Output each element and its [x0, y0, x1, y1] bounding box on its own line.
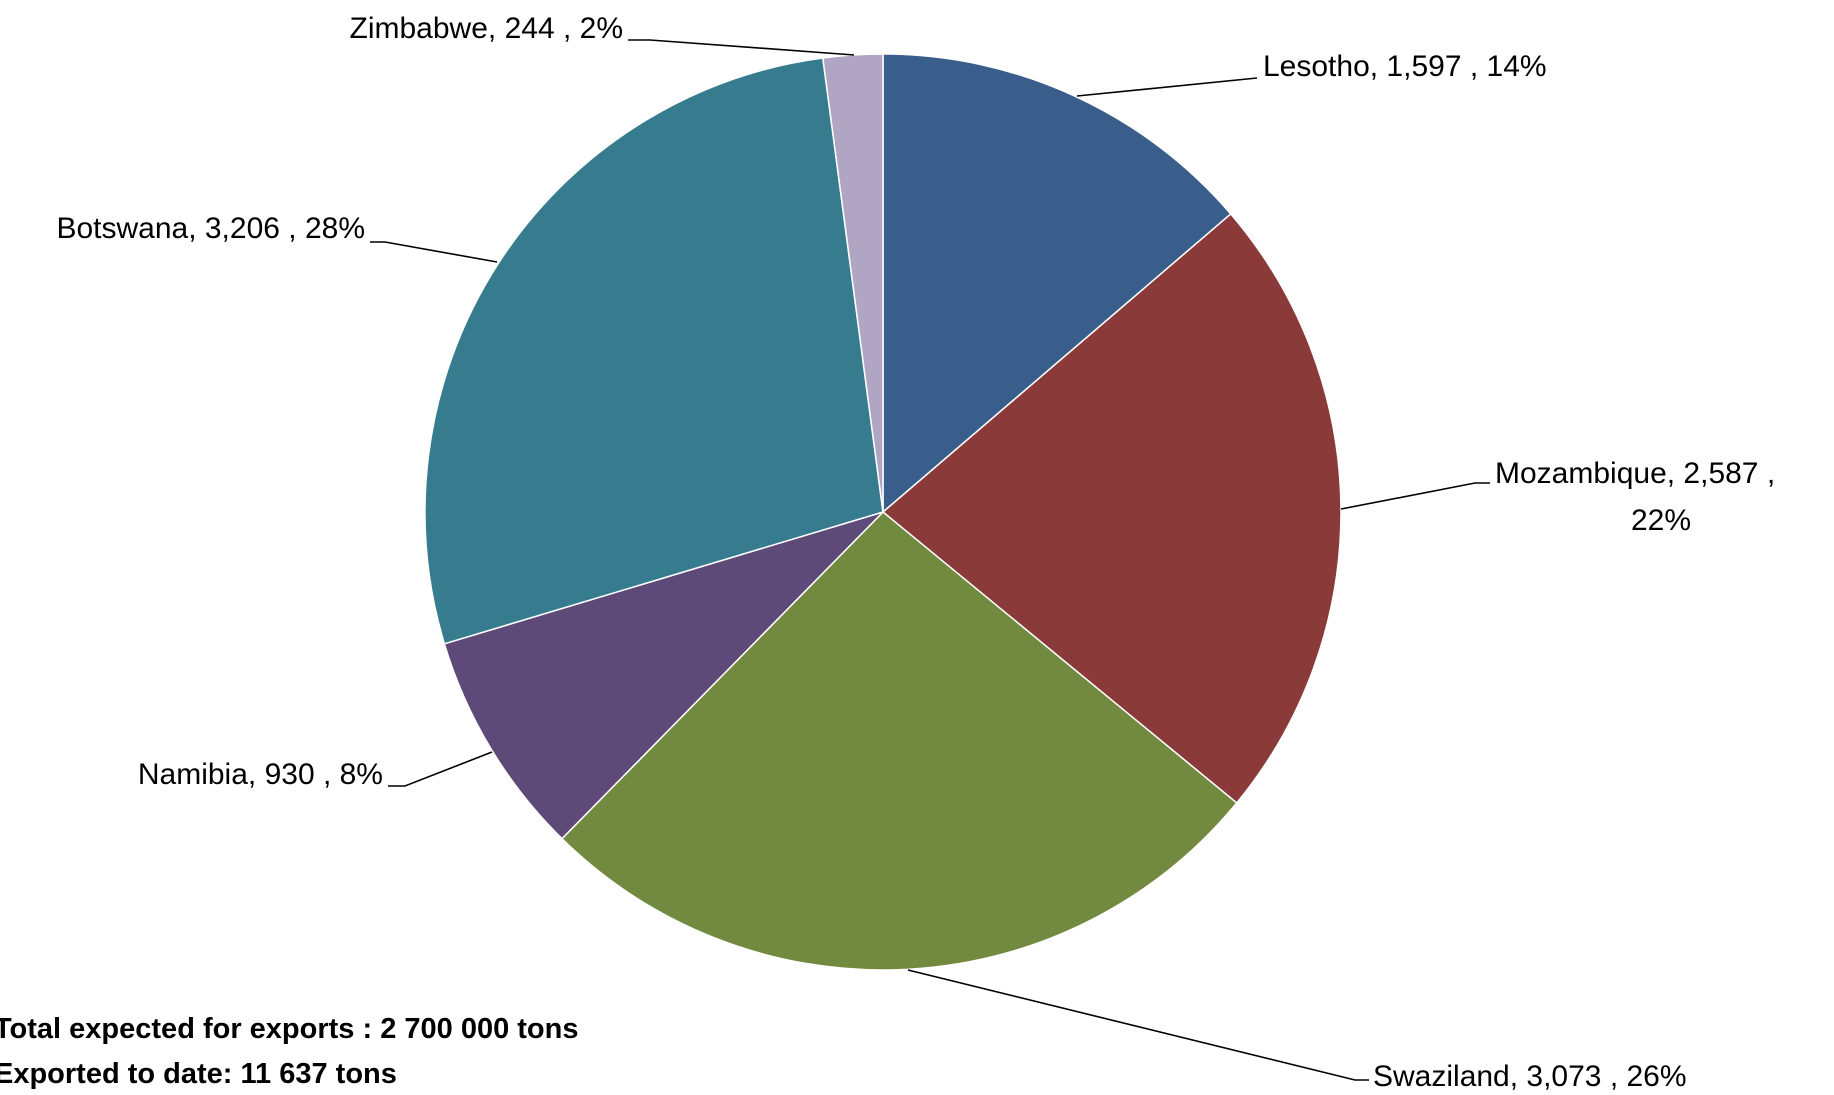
- leader-line-zimbabwe: [628, 39, 855, 56]
- total-expected-note: Total expected for exports : 2 700 000 t…: [0, 1013, 579, 1045]
- data-label-swaziland: Swaziland, 3,073 , 26%: [1373, 1060, 1687, 1090]
- data-label-lesotho: Lesotho, 1,597 , 14%: [1263, 50, 1547, 83]
- slice-namibia: [443, 511, 884, 840]
- slice-botswana: [424, 57, 884, 645]
- exported-to-date-note: Exported to date: 11 637 tons: [0, 1058, 397, 1090]
- pie-slices: [424, 53, 1342, 971]
- leader-line-swaziland: [907, 969, 1369, 1081]
- data-label-mozambique: Mozambique, 2,587 ,: [1495, 457, 1775, 490]
- leader-line-lesotho: [1076, 77, 1258, 97]
- leader-lines: [370, 39, 1490, 1081]
- leader-line-botswana: [370, 241, 498, 263]
- leader-line-mozambique: [1340, 482, 1490, 510]
- slice-lesotho: [882, 53, 1232, 514]
- slice-swaziland: [560, 510, 1238, 971]
- slice-mozambique: [881, 212, 1342, 804]
- leader-line-namibia: [388, 751, 493, 787]
- data-label-namibia: Namibia, 930 , 8%: [138, 758, 383, 791]
- slice-labels: Lesotho, 1,597 , 14% Mozambique, 2,587 , 2…: [56, 12, 1775, 1093]
- data-label-botswana: Botswana, 3,206 , 28%: [56, 212, 365, 245]
- data-label-mozambique-line-2: 22%: [1631, 504, 1691, 537]
- data-label-zimbabwe: Zimbabwe, 244 , 2%: [350, 12, 623, 45]
